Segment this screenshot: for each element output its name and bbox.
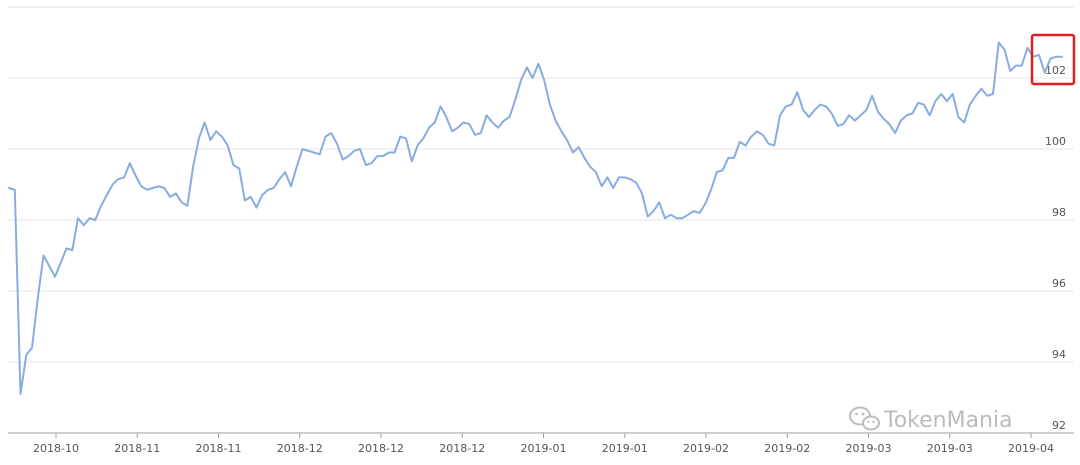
highlight-box: [1030, 33, 1076, 86]
x-tick-label: 2018-11: [114, 442, 160, 455]
watermark: TokenMania: [849, 406, 1013, 433]
y-tick-label: 96: [1052, 277, 1066, 290]
x-tick-label: 2018-12: [358, 442, 404, 455]
x-tick-label: 2019-03: [927, 442, 973, 455]
x-tick-label: 2018-12: [277, 442, 323, 455]
grid-lines: [8, 6, 1074, 363]
y-axis-labels: 92 94 96 98 100 102: [1045, 64, 1066, 432]
watermark-text: TokenMania: [883, 408, 1013, 433]
x-tick-label: 2018-11: [196, 442, 242, 455]
y-tick-label: 102: [1045, 64, 1066, 77]
x-tick-label: 2019-03: [846, 442, 892, 455]
x-axis-ticks: [55, 433, 1032, 438]
x-tick-label: 2019-01: [521, 442, 567, 455]
y-tick-label: 92: [1052, 419, 1066, 432]
x-tick-label: 2018-12: [439, 442, 485, 455]
x-tick-label: 2018-10: [33, 442, 79, 455]
y-tick-label: 94: [1052, 348, 1066, 361]
y-tick-label: 100: [1045, 135, 1066, 148]
wechat-icon: [849, 406, 880, 431]
x-tick-label: 2019-02: [683, 442, 729, 455]
x-tick-label: 2019-01: [602, 442, 648, 455]
y-tick-label: 98: [1052, 206, 1066, 219]
x-axis-labels: 2018-10 2018-11 2018-11 2018-12 2018-12 2018-…: [33, 442, 1054, 455]
x-tick-label: 2019-02: [764, 442, 810, 455]
series-line: [8, 41, 1063, 395]
x-tick-label: 2019-04: [1008, 442, 1054, 455]
series-layer: [8, 41, 1063, 395]
